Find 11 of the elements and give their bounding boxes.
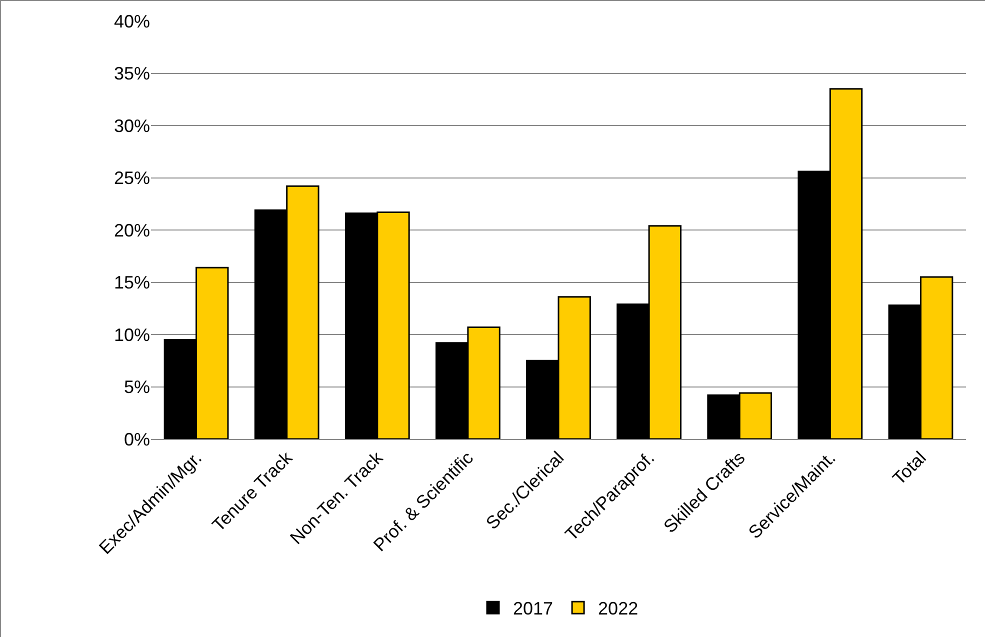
y-tick-label: 40% — [114, 11, 150, 32]
legend-label: 2022 — [598, 598, 638, 619]
y-tick-label: 30% — [114, 116, 150, 136]
y-tick-label: 20% — [114, 220, 150, 240]
y-tick-label: 25% — [114, 168, 150, 188]
legend-label: 2017 — [513, 598, 554, 619]
y-tick-label: 35% — [114, 64, 150, 84]
y-tick-label: 5% — [124, 377, 150, 398]
y-tick-label: 10% — [114, 324, 150, 345]
y-tick-label: 15% — [114, 272, 150, 293]
y-tick-label: 0% — [124, 429, 150, 450]
